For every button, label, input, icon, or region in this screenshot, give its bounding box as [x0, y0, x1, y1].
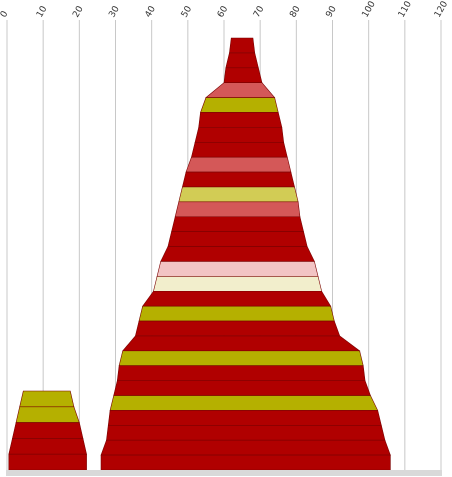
x-tick-label: 20	[71, 4, 86, 19]
band-segment	[100, 439, 391, 456]
band-segment	[100, 454, 391, 471]
x-tick-label: 40	[144, 4, 159, 19]
band-segment	[135, 320, 341, 337]
band-segment	[12, 422, 84, 439]
band-segment	[171, 216, 304, 232]
band-segment	[109, 395, 379, 411]
x-tick-label: 100	[361, 0, 378, 20]
band-segment	[113, 380, 371, 396]
band-segment	[118, 350, 364, 367]
x-tick-label: 30	[107, 4, 122, 19]
baseline-strip	[6, 470, 442, 476]
band-segment	[178, 186, 299, 203]
band-segment	[160, 246, 315, 262]
band-segment	[116, 365, 366, 381]
band-segment	[106, 425, 386, 441]
band-segment	[8, 438, 87, 455]
x-tick-label: 10	[35, 4, 50, 19]
plot-area	[8, 37, 391, 471]
band-segment	[205, 82, 276, 98]
band-segment	[156, 261, 319, 277]
band-segment	[15, 406, 80, 423]
x-tick-label: 80	[288, 4, 303, 19]
x-tick-label: 50	[180, 4, 195, 19]
x-tick-label: 110	[397, 0, 414, 20]
large-stack	[100, 37, 391, 471]
band-segment	[182, 171, 295, 188]
x-tick-label: 90	[324, 4, 339, 19]
small-stack	[8, 390, 87, 471]
band-segment	[194, 127, 285, 143]
band-segment	[19, 390, 75, 408]
band-segment	[191, 141, 288, 158]
band-segment	[107, 410, 382, 426]
x-tick-label: 0	[0, 9, 11, 19]
band-segment	[167, 231, 308, 247]
band-segment	[138, 305, 335, 322]
band-segment	[174, 201, 301, 218]
band-segment	[122, 335, 361, 352]
band-segment	[200, 97, 279, 113]
band-segment	[185, 156, 292, 173]
x-tick-label: 60	[216, 4, 231, 19]
band-segment	[223, 67, 263, 83]
band-segment	[225, 52, 259, 69]
band-segment	[142, 290, 332, 307]
band-segment	[153, 276, 323, 292]
x-tick-label: 120	[433, 0, 450, 20]
band-segment	[198, 112, 283, 128]
x-tick-labels: 0 10 20 30 40 50 60 70 80 90 100 110 120	[0, 0, 450, 20]
x-tick-label: 70	[252, 4, 267, 19]
band-segment	[8, 453, 87, 471]
band-segment	[229, 37, 256, 54]
